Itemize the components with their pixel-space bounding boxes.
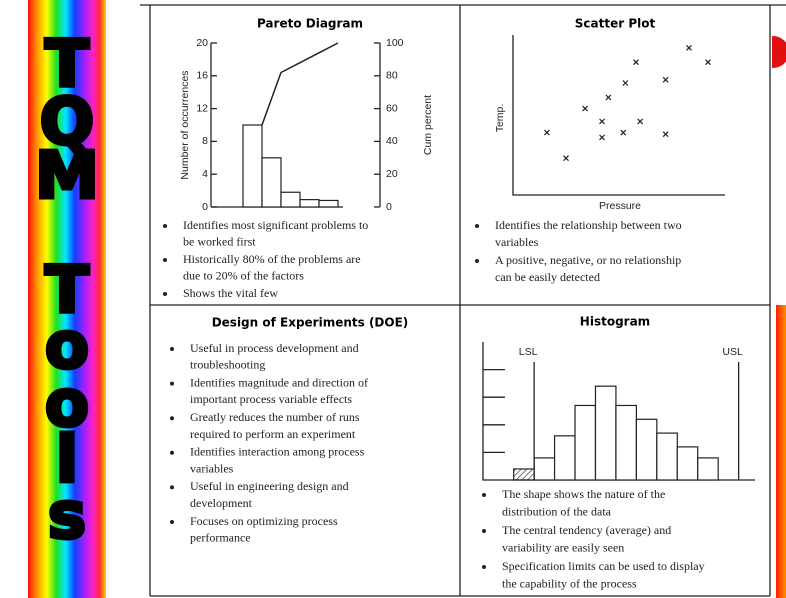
bullet-text: Identifies the relationship between two (495, 218, 682, 232)
bar (262, 158, 281, 207)
y2-tick-label: 100 (386, 37, 404, 49)
bullet-text: Focuses on optimizing process (190, 514, 338, 528)
bullet-dot (163, 292, 167, 296)
bullet-text: Identifies interaction among process (190, 445, 365, 459)
red-bar (776, 305, 786, 598)
bullet-dot (163, 258, 167, 262)
bar (281, 192, 300, 207)
bullet-text: Specification limits can be used to disp… (502, 559, 705, 573)
y-tick-label: 12 (196, 102, 208, 114)
slide: TQMToolsPareto Diagram048121620020406080… (0, 0, 786, 598)
bullet-text: troubleshooting (190, 358, 265, 372)
bullet-dot (170, 485, 174, 489)
spec-label: USL (722, 346, 743, 358)
y2-tick-label: 80 (386, 70, 398, 82)
bar (319, 200, 338, 207)
bullet-dot (170, 451, 174, 455)
bar (616, 405, 636, 480)
bullet-text: development (190, 496, 253, 510)
bullet-text: distribution of the data (502, 504, 612, 518)
spec-label: LSL (519, 346, 538, 358)
chart-title: Histogram (580, 315, 650, 329)
bar (243, 125, 262, 207)
bullet-text: The shape shows the nature of the (502, 487, 665, 501)
bar (636, 419, 656, 480)
bullet-text: important process variable effects (190, 392, 352, 406)
bullet-text: Identifies magnitude and direction of (190, 375, 368, 389)
bullet-dot (475, 224, 479, 228)
chart-title: Scatter Plot (575, 17, 656, 31)
bullet-dot (163, 224, 167, 228)
bullet-dot (170, 347, 174, 351)
bar (575, 405, 595, 480)
bullet-text: variables (495, 235, 539, 249)
bullet-text: Historically 80% of the problems are (183, 252, 361, 266)
bar (300, 200, 319, 207)
bullet-dot (482, 529, 486, 533)
bar (534, 458, 554, 480)
bullet-text: the capability of the process (502, 576, 637, 590)
bullet-dot (170, 382, 174, 386)
y-tick-label: 16 (196, 70, 208, 82)
bullet-text: due to 20% of the factors (183, 268, 304, 282)
sidebar-letter: s (48, 480, 86, 554)
y2-tick-label: 60 (386, 102, 398, 114)
bullet-text: performance (190, 531, 251, 545)
bar (677, 447, 697, 480)
bullet-text: Shows the vital few (183, 286, 278, 300)
bar (657, 433, 677, 480)
bullet-text: The central tendency (average) and (502, 523, 671, 537)
y2-tick-label: 0 (386, 201, 392, 213)
bar (698, 458, 718, 480)
bullet-text: Identifies most significant problems to (183, 218, 368, 232)
bullet-dot (482, 493, 486, 497)
y-axis-label: Temp. (494, 104, 506, 133)
bullet-text: can be easily detected (495, 270, 600, 284)
panel-title: Design of Experiments (DOE) (212, 316, 409, 330)
y-axis-label: Number of occurrences (179, 70, 191, 179)
y-tick-label: 0 (202, 201, 208, 213)
bullet-dot (482, 565, 486, 569)
bullet-dot (170, 520, 174, 524)
y2-tick-label: 40 (386, 135, 398, 147)
bullet-text: variables (190, 461, 234, 475)
x-axis-label: Pressure (599, 200, 641, 212)
bullet-text: A positive, negative, or no relationship (495, 253, 681, 267)
bar (555, 436, 575, 480)
y2-axis-label: Cum percent (422, 95, 434, 155)
bar (514, 469, 534, 480)
bullet-text: variability are easily seen (502, 540, 624, 554)
bar (595, 386, 615, 480)
y-tick-label: 4 (202, 168, 208, 180)
bullet-dot (475, 259, 479, 263)
bullet-dot (170, 416, 174, 420)
bullet-text: Greatly reduces the number of runs (190, 410, 360, 424)
bullet-text: be worked first (183, 234, 256, 248)
sidebar-letter: M (35, 140, 99, 214)
y-tick-label: 8 (202, 135, 208, 147)
y-tick-label: 20 (196, 37, 208, 49)
y2-tick-label: 20 (386, 168, 398, 180)
bullet-text: Useful in engineering design and (190, 479, 349, 493)
chart-title: Pareto Diagram (257, 17, 363, 31)
bullet-text: Useful in process development and (190, 341, 359, 355)
bullet-text: required to perform an experiment (190, 427, 356, 441)
